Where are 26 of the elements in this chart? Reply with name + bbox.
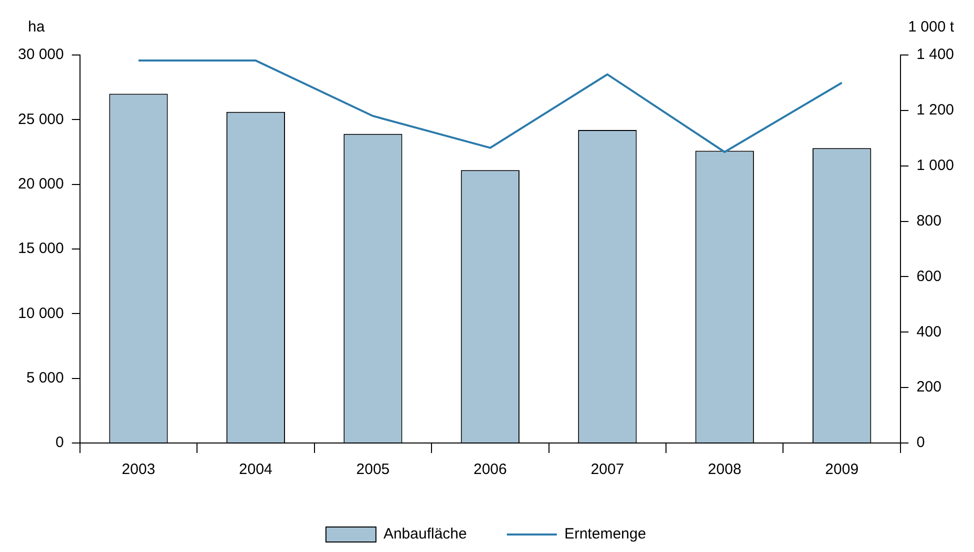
x-tick-label: 2009: [825, 461, 859, 478]
x-tick-label: 2005: [356, 461, 390, 478]
y-tick-label: 5 000: [26, 369, 64, 386]
x-tick-label: 2004: [239, 461, 272, 478]
x-tick-label: 2003: [122, 461, 156, 478]
y2-tick-label: 1 400: [916, 46, 954, 64]
y2-tick-label: 200: [916, 378, 942, 396]
y-tick-label: 25 000: [18, 110, 64, 128]
y-tick-label: 20 000: [18, 175, 64, 192]
y2-axis-title: 1 000 t: [908, 18, 955, 36]
y2-tick-label: 600: [916, 268, 942, 285]
x-tick-label: 2006: [473, 461, 507, 478]
y2-tick-label: 400: [916, 323, 942, 340]
x-tick-label: 2007: [590, 461, 624, 478]
y2-tick-label: 0: [916, 434, 925, 452]
x-tick-label: 2008: [708, 461, 742, 478]
y-tick-label: 30 000: [18, 46, 64, 64]
y-tick-label: 10 000: [18, 304, 64, 322]
y2-tick-label: 800: [916, 212, 942, 230]
y2-tick-label: 1 000: [916, 157, 954, 174]
legend-label: Anbaufläche: [383, 526, 467, 543]
y2-tick-label: 1 200: [916, 102, 954, 119]
legend-label: Erntemenge: [564, 526, 646, 543]
y-axis-title: ha: [28, 18, 46, 36]
y-tick-label: 0: [56, 434, 64, 452]
y-tick-label: 15 000: [18, 240, 64, 258]
